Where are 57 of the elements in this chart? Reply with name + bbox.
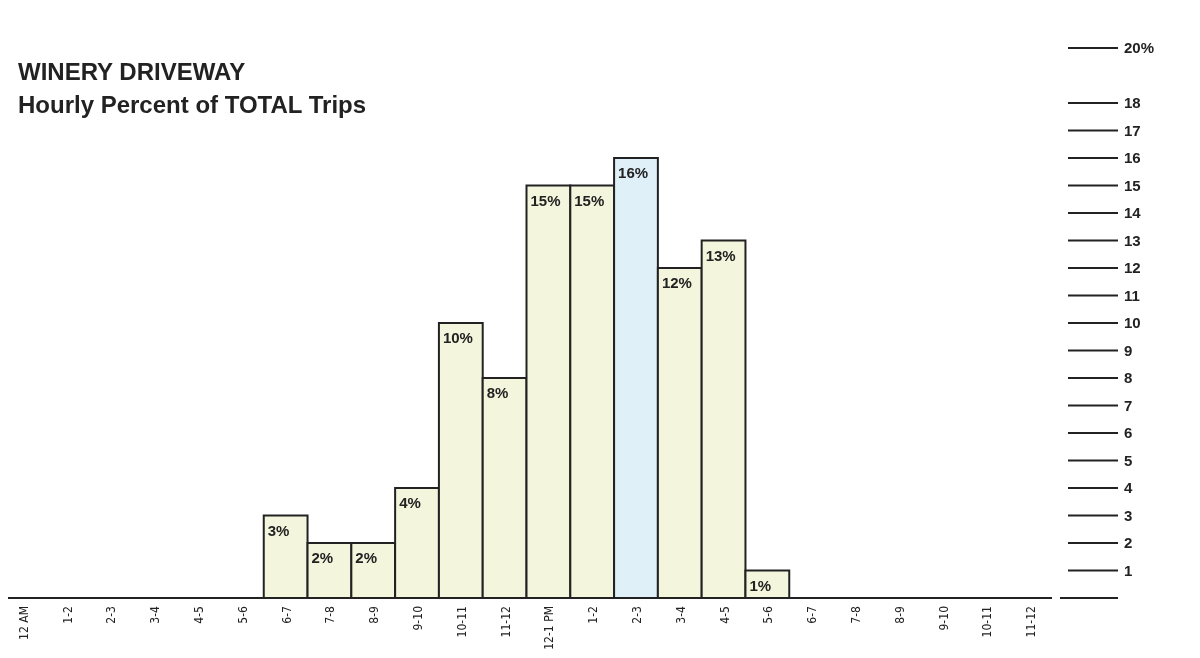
x-tick-label: 10-11 [454,606,469,638]
y-tick-label: 16 [1124,149,1141,166]
x-tick-label: 11-12 [1024,606,1039,638]
data-label: 13% [705,246,736,264]
y-tick-label: 1 [1124,561,1133,579]
x-tick-label: 6-7 [279,606,294,624]
y-tick-label: 6 [1124,424,1133,441]
x-tick-label: 7-8 [848,605,863,624]
y-tick-label: 18 [1124,94,1141,111]
x-tick-label: 2-3 [629,606,644,624]
x-tick-label: 8-9 [892,605,907,624]
x-tick-label: 1-2 [586,606,601,624]
x-tick-label: 9-10 [411,605,426,631]
x-tick-label: 7-8 [323,605,338,624]
data-label: 4% [399,494,421,511]
data-label: 16% [618,164,649,181]
data-label: 3% [267,521,290,539]
x-tick-label: 9-10 [936,605,951,631]
y-tick-label: 20% [1124,39,1155,56]
text: Hourly Percent of TOTAL Trips [18,91,367,118]
y-tick-label: 4 [1124,479,1133,496]
data-label: 12% [661,274,692,291]
y-tick-label: 13 [1124,231,1141,249]
data-label: 15% [530,191,561,209]
x-tick-label: 10-11 [980,606,995,638]
x-tick-label: 4-5 [717,606,732,624]
data-label: 1% [749,576,772,594]
data-label: 2% [355,549,378,566]
y-tick-label: 8 [1124,369,1133,386]
y-tick-label: 3 [1124,506,1133,524]
data-label: 15% [574,191,605,209]
x-tick-label: 6-7 [805,606,820,624]
x-tick-label: 11-12 [498,606,513,638]
x-tick-label: 3-4 [673,605,688,624]
y-tick-label: 15 [1124,176,1141,194]
y-tick-label: 7 [1124,396,1133,414]
y-tick-label: 5 [1124,451,1133,469]
x-tick-label: 12-1 PM [542,606,557,650]
y-tick-label: 17 [1124,121,1141,139]
y-tick-label: 14 [1124,204,1142,221]
x-tick-label: 8-9 [367,605,382,624]
x-tick-label: 3-4 [148,605,163,624]
x-tick-label: 12 AM [16,606,31,640]
data-label: 2% [311,549,334,566]
x-tick-label: 4-5 [192,606,207,624]
x-tick-label: 5-6 [235,605,250,624]
x-tick-label: 2-3 [104,606,119,624]
y-tick-label: 11 [1124,286,1140,304]
x-tick-label: 5-6 [761,605,776,624]
y-tick-label: 10 [1124,314,1141,331]
y-tick-label: 2 [1124,534,1133,551]
x-tick-label: 1-2 [60,606,75,624]
chart-title: WINERY DRIVEWAY [18,58,246,85]
y-tick-label: 12 [1124,259,1141,276]
data-label: 10% [442,329,473,346]
data-label: 8% [486,384,509,401]
y-tick-label: 9 [1124,341,1133,359]
